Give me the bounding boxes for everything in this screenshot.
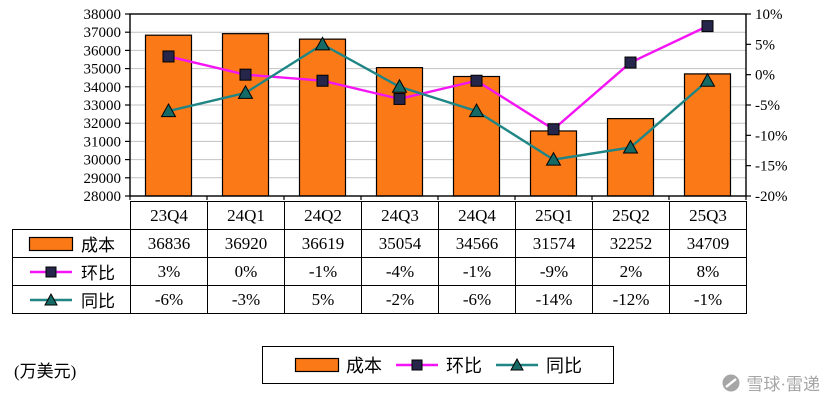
- value-cell: -9%: [515, 257, 593, 286]
- bar-swatch: [28, 236, 74, 251]
- value-cell: -6%: [130, 285, 208, 314]
- legend-item-yoy: 同比: [494, 352, 582, 378]
- legend-item-qoq: 环比: [394, 352, 482, 378]
- value-cell: -1%: [669, 285, 747, 314]
- row-label-bar: 成本: [12, 229, 131, 258]
- legend-label-yoy: 同比: [546, 356, 582, 376]
- unit-label: (万美元): [14, 362, 77, 381]
- value-cell: 0%: [207, 257, 285, 286]
- value-cell: -6%: [438, 285, 516, 314]
- cost-bar-swatch: [294, 356, 340, 374]
- watermark: 雪球·雷递: [721, 370, 820, 395]
- row-label-qoq: 环比: [12, 257, 131, 286]
- svg-text:-20%: -20%: [755, 189, 788, 201]
- value-cell: 36619: [284, 229, 362, 258]
- svg-text:-5%: -5%: [755, 98, 780, 114]
- svg-text:38000: 38000: [84, 7, 122, 23]
- bar-swatch: [294, 357, 340, 373]
- svg-text:31000: 31000: [84, 134, 122, 150]
- row-label-text: 环比: [81, 264, 115, 283]
- value-cell: -12%: [592, 285, 670, 314]
- value-cell: 34709: [669, 229, 747, 258]
- svg-text:32000: 32000: [84, 116, 122, 132]
- value-cell: 31574: [515, 229, 593, 258]
- value-cell: 8%: [669, 257, 747, 286]
- value-cell: 5%: [284, 285, 362, 314]
- qoq-swatch: [30, 266, 72, 277]
- svg-text:-15%: -15%: [755, 159, 788, 175]
- qoq-swatch: [396, 359, 438, 371]
- value-cell: 3%: [130, 257, 208, 286]
- table-corner-blank: [13, 202, 131, 230]
- quarter-header-cell: 24Q1: [207, 201, 285, 230]
- value-cell: -2%: [361, 285, 439, 314]
- svg-text:30000: 30000: [84, 153, 122, 169]
- value-cell: 2%: [592, 257, 670, 286]
- svg-text:33000: 33000: [84, 98, 122, 114]
- xueqiu-logo-icon: [722, 374, 740, 391]
- legend-item-cost: 成本: [294, 352, 382, 378]
- yoy-line-swatch: [494, 356, 540, 374]
- row-label-yoy: 同比: [12, 285, 131, 314]
- svg-text:0%: 0%: [755, 68, 775, 84]
- legend-label-cost: 成本: [346, 356, 382, 376]
- svg-text:5%: 5%: [755, 37, 775, 53]
- quarter-header-cell: 25Q2: [592, 201, 670, 230]
- svg-text:29000: 29000: [84, 171, 122, 187]
- chart-legend: 成本 环比 同比: [262, 346, 614, 384]
- svg-text:10%: 10%: [755, 7, 783, 23]
- value-cell: 34566: [438, 229, 516, 258]
- value-cell: -1%: [438, 257, 516, 286]
- svg-text:36000: 36000: [84, 43, 122, 59]
- value-cell: 36836: [130, 229, 208, 258]
- yoy-swatch: [30, 292, 72, 305]
- value-cell: 36920: [207, 229, 285, 258]
- quarter-header-cell: 25Q1: [515, 201, 593, 230]
- chart-data-table: 23Q4 24Q1 24Q2 24Q3 24Q4 25Q1 25Q2 25Q3 成本 36836 3…: [12, 201, 747, 314]
- watermark-text: 雪球·雷递: [746, 375, 820, 394]
- row-label-text: 同比: [81, 292, 115, 311]
- yoy-swatch: [496, 357, 538, 371]
- quarter-header-cell: 24Q3: [361, 201, 439, 230]
- legend-label-qoq: 环比: [446, 356, 482, 376]
- quarter-header-cell: 25Q3: [669, 201, 747, 230]
- svg-text:28000: 28000: [84, 189, 122, 201]
- value-cell: -4%: [361, 257, 439, 286]
- svg-text:37000: 37000: [84, 25, 122, 41]
- svg-text:-10%: -10%: [755, 128, 788, 144]
- quarter-header-cell: 24Q2: [284, 201, 362, 230]
- quarter-header-cell: 24Q4: [438, 201, 516, 230]
- value-cell: 35054: [361, 229, 439, 258]
- value-cell: -1%: [284, 257, 362, 286]
- value-cell: -3%: [207, 285, 285, 314]
- value-cell: 32252: [592, 229, 670, 258]
- value-cell: -14%: [515, 285, 593, 314]
- row-label-text: 成本: [81, 236, 115, 255]
- quarter-header-cell: 23Q4: [130, 201, 208, 230]
- cost-trend-chart: 28000 29000 30000 31000 32000 33000 34000 35000…: [84, 7, 788, 201]
- svg-text:35000: 35000: [84, 62, 122, 78]
- qoq-line-swatch: [394, 356, 440, 374]
- svg-text:34000: 34000: [84, 80, 122, 96]
